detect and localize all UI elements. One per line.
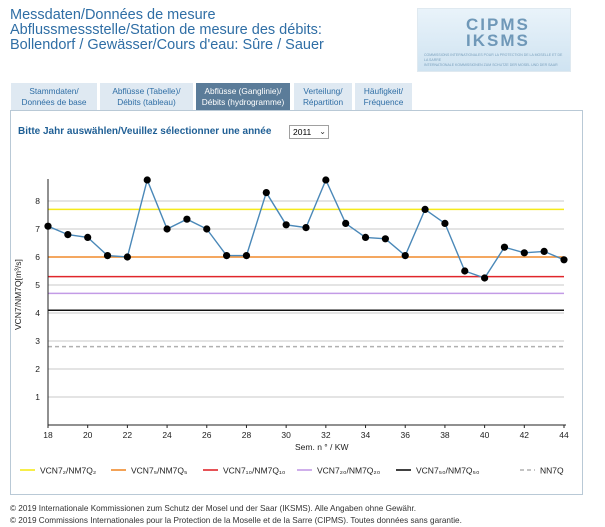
year-select-value: 2011 <box>293 127 312 137</box>
logo-title: CIPMS IKSMS <box>466 15 530 50</box>
tab-discharge-table-label-fr: Débits (tableau) <box>117 97 176 107</box>
cipms-iksms-logo: CIPMS IKSMS COMMISSIONS INTERNATIONALES … <box>417 8 571 72</box>
tab-distribution[interactable]: Verteilung/ Répartition <box>294 83 352 110</box>
footer-copyright-fr: © 2019 Commissions Internationales pour … <box>10 516 462 525</box>
logo-title-fr: CIPMS <box>466 15 530 34</box>
year-select-label: Bitte Jahr auswählen/Veuillez sélectionn… <box>18 126 272 137</box>
tab-discharge-table[interactable]: Abflüsse (Tabelle)/ Débits (tableau) <box>100 83 193 110</box>
header-river: Bollendorf / Gewässer/Cours d'eau: Sûre … <box>10 37 324 53</box>
tab-base-data-label-de: Stammdaten/ <box>29 86 79 96</box>
tab-frequency[interactable]: Häufigkeit/ Fréquence <box>355 83 412 110</box>
tab-distribution-label-fr: Répartition <box>302 97 344 107</box>
footer-copyright-de: © 2019 Internationale Kommissionen zum S… <box>10 504 417 513</box>
tab-discharge-hydrograph[interactable]: Abflüsse (Ganglinie)/ Débits (hydrogramm… <box>196 83 290 110</box>
tab-hydrograph-label-fr: Débits (hydrogramme) <box>201 97 285 107</box>
tab-discharge-table-label-de: Abflüsse (Tabelle)/ <box>112 86 181 96</box>
tab-frequency-label-fr: Fréquence <box>363 97 404 107</box>
tab-base-data-label-fr: Données de base <box>21 97 87 107</box>
logo-caption: COMMISSIONS INTERNATIONALES POUR LA PROT… <box>424 53 564 68</box>
tab-frequency-label-de: Häufigkeit/ <box>363 86 404 96</box>
header-station: Abflussmessstelle/Station de mesure des … <box>10 22 322 38</box>
footer: © 2019 Internationale Kommissionen zum S… <box>10 503 462 527</box>
logo-caption-fr: COMMISSIONS INTERNATIONALES POUR LA PROT… <box>424 53 563 62</box>
tab-distribution-label-de: Verteilung/ <box>303 86 343 96</box>
page-header: Messdaten/Données de mesure Abflussmesss… <box>10 8 410 53</box>
chevron-down-icon: ⌄ <box>319 127 326 136</box>
logo-caption-de: INTERNATIONALE KOMMISSIONEN ZUM SCHUTZE … <box>424 63 558 67</box>
chart-panel <box>10 110 583 495</box>
year-select[interactable]: 2011 ⌄ <box>289 125 329 139</box>
tab-base-data[interactable]: Stammdaten/ Données de base <box>11 83 97 110</box>
logo-title-de: IKSMS <box>466 31 530 50</box>
tab-hydrograph-label-de: Abflüsse (Ganglinie)/ <box>204 86 282 96</box>
header-title: Messdaten/Données de mesure <box>10 7 216 23</box>
